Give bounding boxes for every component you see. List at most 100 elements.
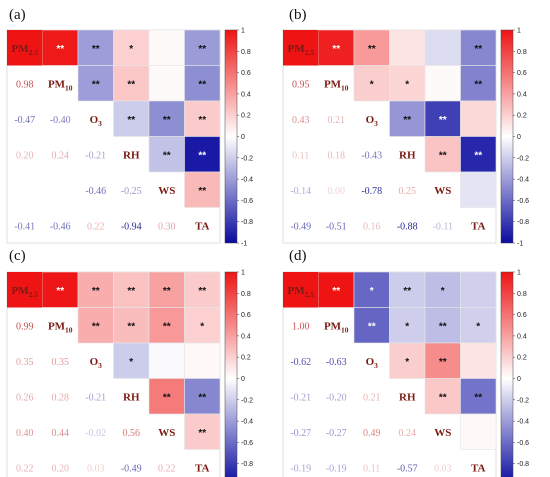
- heatmap-cell: [424, 65, 461, 102]
- coefficient-label: -0.41: [14, 221, 35, 232]
- coefficient-label: 0.40: [16, 428, 34, 439]
- variable-label: WS: [158, 427, 175, 439]
- colorbar-tick-label: 0.6: [241, 312, 251, 319]
- heatmap-cell: [184, 413, 221, 450]
- heatmap-cell: [389, 29, 426, 66]
- significance-mark: **: [198, 392, 206, 403]
- panel-label: (d): [289, 248, 307, 264]
- variable-label: PM2.5: [288, 285, 315, 299]
- heatmap-cell: [318, 271, 355, 308]
- significance-mark: **: [332, 44, 340, 55]
- heatmap-cell: [184, 100, 221, 137]
- colorbar-tick-label: -0.2: [241, 397, 253, 404]
- colorbar-tick-label: 0.4: [241, 91, 251, 98]
- heatmap-panel-a: (a)** ** * **** ** **** ** **** ****PM2.5PM10O3R…: [6, 7, 253, 248]
- significance-mark: **: [403, 115, 411, 126]
- colorbar-tick-label: -0.6: [517, 198, 529, 205]
- colorbar-tick-label: 0.6: [517, 312, 527, 319]
- colorbar-tick-label: 0: [517, 134, 521, 141]
- variable-label: PM10: [48, 78, 73, 92]
- colorbar-tick-label: -1: [241, 241, 247, 248]
- heatmap-cell: [460, 378, 497, 415]
- coefficient-label: -0.25: [121, 186, 142, 197]
- coefficient-label: 0.24: [399, 428, 417, 439]
- heatmap-cell: [460, 171, 497, 208]
- colorbar-tick-label: 1: [241, 28, 245, 35]
- coefficient-label: -0.88: [397, 221, 418, 232]
- heatmap-cell: [113, 271, 150, 308]
- coefficient-label: 0.35: [16, 357, 34, 368]
- significance-mark: **: [163, 392, 171, 403]
- coefficient-label: -0.49: [121, 463, 142, 474]
- significance-mark: **: [198, 150, 206, 161]
- heatmap-cell: [424, 271, 461, 308]
- heatmap-cell: [184, 307, 221, 344]
- panel-label: (b): [289, 7, 307, 23]
- coefficient-label: 0.30: [158, 221, 176, 232]
- coefficient-label: 0.03: [87, 463, 105, 474]
- coefficient-label: 0.98: [16, 79, 34, 90]
- diagonal-cell: [7, 272, 43, 308]
- heatmap-cell: [460, 136, 497, 173]
- heatmap-cell: [460, 271, 497, 308]
- significance-mark: **: [92, 79, 100, 90]
- significance-mark: **: [198, 428, 206, 439]
- heatmap-panel-c: (c)** ** ** ** **** ** ** **** ****PM2.5PM10O3RH…: [6, 248, 253, 477]
- coefficient-label: -0.19: [326, 463, 347, 474]
- significance-mark: **: [198, 79, 206, 90]
- heatmap-cell: [460, 307, 497, 344]
- heatmap-cell: [148, 65, 185, 102]
- coefficient-label: -0.43: [361, 150, 382, 161]
- variable-label: TA: [195, 462, 210, 474]
- coefficient-label: 0.28: [52, 392, 70, 403]
- colorbar-tick-label: -0.4: [517, 419, 529, 426]
- significance-mark: **: [332, 286, 340, 297]
- significance-mark: **: [92, 44, 100, 55]
- variable-label: PM10: [48, 320, 73, 334]
- coefficient-label: -0.21: [85, 392, 106, 403]
- coefficient-label: 0.03: [434, 463, 452, 474]
- significance-mark: **: [439, 357, 447, 368]
- heatmap-cell: [77, 29, 114, 66]
- heatmap-cell: [424, 100, 461, 137]
- significance-mark: **: [439, 150, 447, 161]
- significance-mark: **: [439, 392, 447, 403]
- significance-mark: **: [198, 186, 206, 197]
- coefficient-label: -0.78: [361, 186, 382, 197]
- significance-mark: **: [92, 286, 100, 297]
- variable-label: RH: [123, 391, 140, 403]
- significance-mark: **: [127, 115, 135, 126]
- colorbar: [500, 29, 514, 244]
- colorbar-tick-label: -1: [517, 241, 523, 248]
- heatmap-cell: [148, 136, 185, 173]
- coefficient-label: 0.20: [16, 150, 34, 161]
- colorbar-tick-label: 0.2: [517, 355, 527, 362]
- heatmap-cell: [424, 378, 461, 415]
- heatmap-cell: [460, 100, 497, 137]
- heatmap-cell: [389, 271, 426, 308]
- coefficient-label: -0.27: [326, 428, 347, 439]
- variable-label: PM2.5: [288, 43, 315, 57]
- colorbar-tick-label: -0.2: [241, 155, 253, 162]
- diagonal-cell: [7, 30, 43, 66]
- heatmap-cell: [184, 378, 221, 415]
- coefficient-label: 0.24: [52, 150, 70, 161]
- significance-mark: *: [476, 321, 480, 332]
- variable-label: PM2.5: [12, 43, 39, 57]
- heatmap-cell: [42, 29, 79, 66]
- significance-mark: **: [474, 150, 482, 161]
- heatmap-cell: [148, 271, 185, 308]
- coefficient-label: 0.99: [16, 321, 34, 332]
- heatmap-cell: [113, 100, 150, 137]
- colorbar: [224, 29, 238, 244]
- coefficient-label: 0.35: [52, 357, 70, 368]
- variable-label: PM10: [324, 320, 349, 334]
- coefficient-label: 0.22: [16, 463, 34, 474]
- colorbar-tick-label: 0: [241, 376, 245, 383]
- heatmap-cell: [148, 100, 185, 137]
- coefficient-label: 0.00: [328, 186, 346, 197]
- colorbar-tick-label: 0.2: [241, 355, 251, 362]
- significance-mark: *: [441, 286, 445, 297]
- significance-mark: *: [405, 79, 409, 90]
- colorbar-tick-label: -0.4: [517, 177, 529, 184]
